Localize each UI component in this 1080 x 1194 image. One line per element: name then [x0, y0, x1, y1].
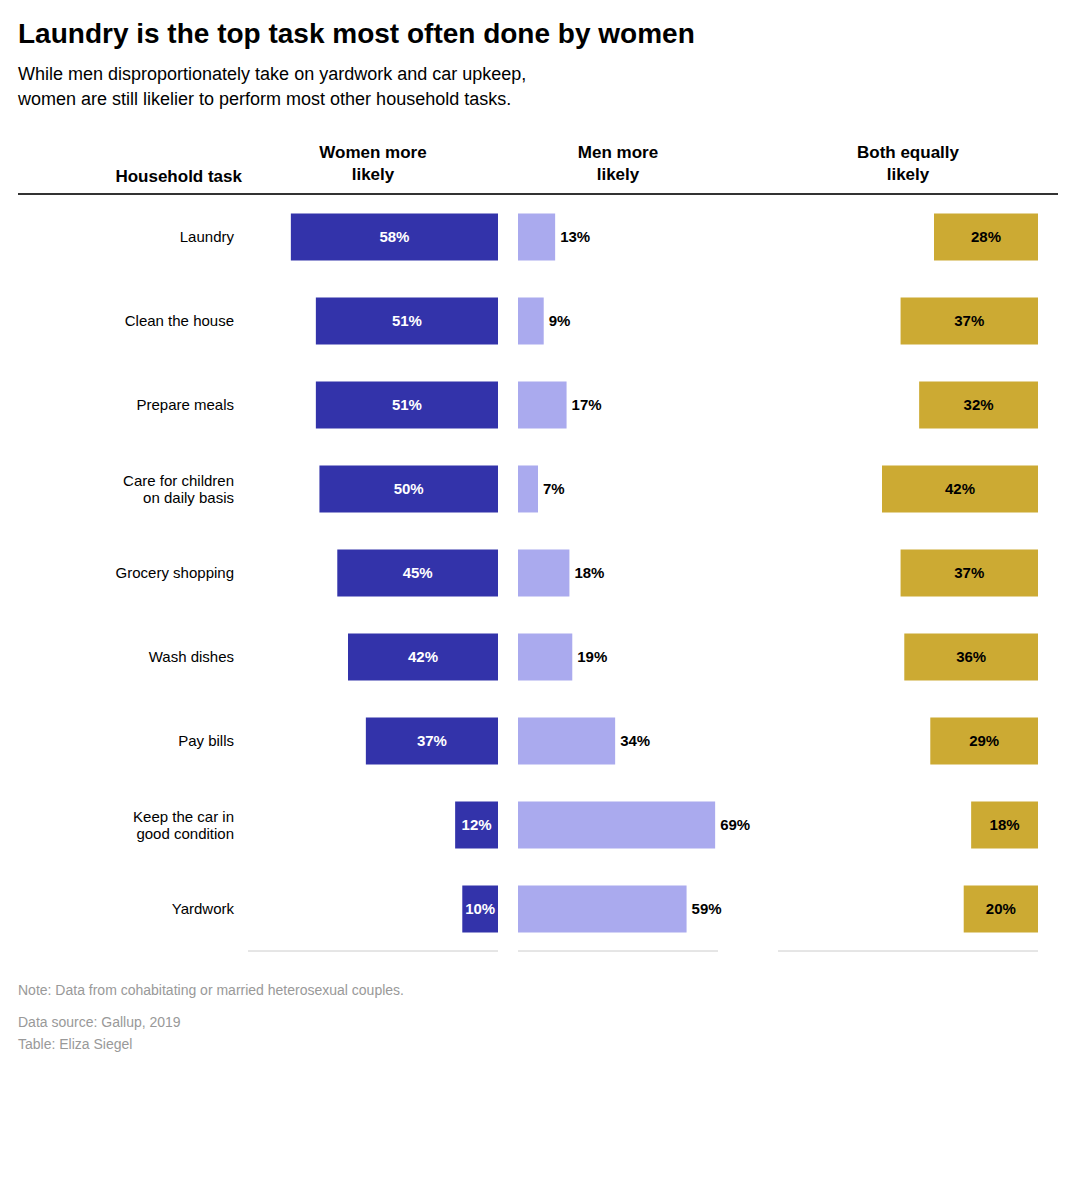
svg-text:20%: 20% — [986, 900, 1016, 917]
svg-text:45%: 45% — [403, 564, 433, 581]
svg-text:36%: 36% — [956, 648, 986, 665]
html-text:Laundry is the top task most o: Laundry is the top task most often done … — [18, 18, 695, 49]
svg-text:32%: 32% — [964, 396, 994, 413]
svg-text:9%: 9% — [549, 312, 571, 329]
html-text:While men disproportionately t: While men disproportionately take on yar… — [18, 64, 527, 110]
svg-text:37%: 37% — [954, 564, 984, 581]
html-text:Data source: Gallup, 2019 Tabl: Data source: Gallup, 2019 Table: Eliza S… — [18, 1014, 181, 1053]
svg-text:34%: 34% — [620, 732, 650, 749]
svg-text:18%: 18% — [990, 816, 1020, 833]
html-text:Household task: Household task — [115, 166, 242, 186]
svg-text:Wash dishes: Wash dishes — [149, 648, 234, 665]
svg-text:42%: 42% — [408, 648, 438, 665]
html-text:Both equally likely: Both equally likely — [857, 143, 959, 185]
svg-text:Yardwork: Yardwork — [172, 900, 235, 917]
html-text:Men more likely: Men more likely — [577, 143, 659, 185]
svg-text:7%: 7% — [543, 480, 565, 497]
svg-text:Laundry: Laundry — [180, 228, 235, 245]
svg-text:37%: 37% — [954, 312, 984, 329]
svg-text:50%: 50% — [394, 480, 424, 497]
svg-text:Keep the car ingood condition: Keep the car ingood condition — [133, 807, 234, 841]
svg-text:51%: 51% — [392, 312, 422, 329]
svg-text:Grocery shopping: Grocery shopping — [116, 564, 234, 581]
html-text:Note: Data from cohabitating o: Note: Data from cohabitating or married … — [18, 981, 404, 998]
svg-text:59%: 59% — [692, 900, 722, 917]
svg-text:29%: 29% — [969, 732, 999, 749]
svg-text:10%: 10% — [465, 900, 495, 917]
svg-text:Prepare meals: Prepare meals — [136, 396, 234, 413]
svg-text:Clean the house: Clean the house — [125, 312, 234, 329]
svg-text:18%: 18% — [574, 564, 604, 581]
svg-text:51%: 51% — [392, 396, 422, 413]
html-text:Women more likely: Women more likely — [319, 143, 427, 185]
svg-text:17%: 17% — [572, 396, 602, 413]
svg-text:42%: 42% — [945, 480, 975, 497]
svg-text:Pay bills: Pay bills — [178, 732, 234, 749]
svg-text:37%: 37% — [417, 732, 447, 749]
svg-text:19%: 19% — [577, 648, 607, 665]
svg-text:Care for childrenon daily basi: Care for childrenon daily basis — [123, 471, 234, 505]
svg-text:58%: 58% — [379, 228, 409, 245]
svg-text:12%: 12% — [462, 816, 492, 833]
svg-text:28%: 28% — [971, 228, 1001, 245]
svg-text:69%: 69% — [720, 816, 750, 833]
svg-text:13%: 13% — [560, 228, 590, 245]
